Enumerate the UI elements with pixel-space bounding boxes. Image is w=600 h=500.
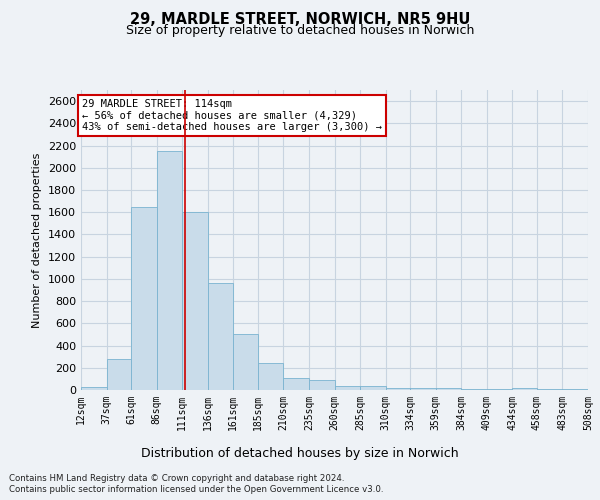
Bar — [233, 334, 258, 390]
Bar — [309, 380, 335, 390]
Text: Contains HM Land Registry data © Crown copyright and database right 2024.: Contains HM Land Registry data © Crown c… — [9, 474, 344, 483]
Bar — [461, 389, 487, 390]
Text: Distribution of detached houses by size in Norwich: Distribution of detached houses by size … — [141, 448, 459, 460]
Bar — [360, 386, 386, 390]
Bar — [512, 388, 537, 390]
Bar — [335, 386, 360, 390]
Text: 29, MARDLE STREET, NORWICH, NR5 9HU: 29, MARDLE STREET, NORWICH, NR5 9HU — [130, 12, 470, 28]
Bar — [386, 388, 410, 390]
Bar — [131, 206, 157, 390]
Bar — [182, 212, 208, 390]
Text: 29 MARDLE STREET: 114sqm
← 56% of detached houses are smaller (4,329)
43% of sem: 29 MARDLE STREET: 114sqm ← 56% of detach… — [82, 99, 382, 132]
Bar — [562, 389, 588, 390]
Bar — [81, 387, 107, 390]
Bar — [107, 359, 131, 390]
Bar — [410, 388, 436, 390]
Bar — [258, 363, 283, 390]
Bar — [283, 378, 309, 390]
Text: Contains public sector information licensed under the Open Government Licence v3: Contains public sector information licen… — [9, 485, 383, 494]
Bar — [208, 284, 233, 390]
Text: Size of property relative to detached houses in Norwich: Size of property relative to detached ho… — [126, 24, 474, 37]
Bar — [157, 151, 182, 390]
Y-axis label: Number of detached properties: Number of detached properties — [32, 152, 43, 328]
Bar — [436, 388, 461, 390]
